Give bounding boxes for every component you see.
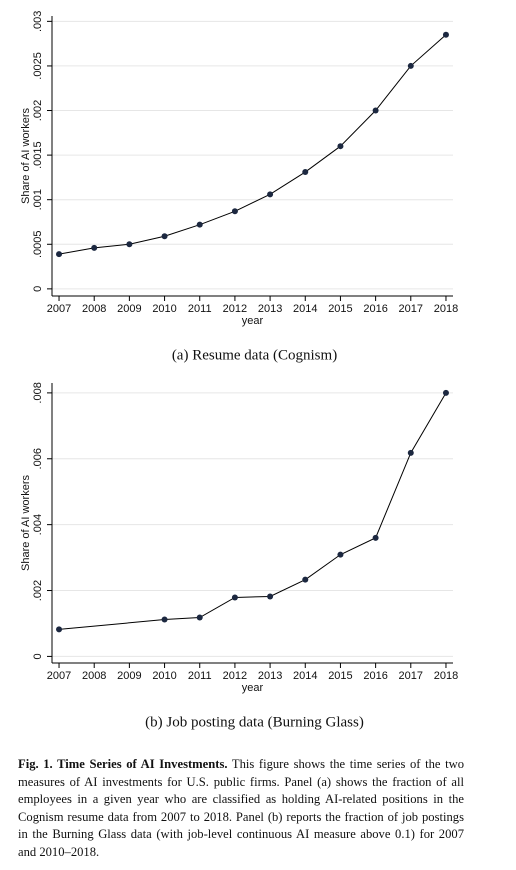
y-tick-label: .004 [32, 514, 44, 535]
marker [161, 616, 168, 623]
x-tick-label: 2007 [47, 670, 71, 682]
marker [196, 614, 203, 621]
y-tick-label: .003 [32, 11, 44, 32]
marker [126, 241, 133, 248]
x-tick-label: 2012 [223, 303, 247, 315]
panel-caption: (b) Job posting data (Burning Glass) [145, 714, 364, 730]
caption-title: Fig. 1. Time Series of AI Investments. [18, 757, 228, 771]
y-tick-label: .001 [32, 189, 44, 210]
marker [56, 251, 63, 258]
x-tick-label: 2013 [258, 670, 282, 682]
y-tick-label: .006 [32, 448, 44, 469]
y-tick-label: .0015 [32, 141, 44, 169]
x-tick-label: 2007 [47, 303, 71, 315]
y-tick-label: 0 [32, 286, 44, 292]
marker [302, 576, 309, 583]
marker [372, 534, 379, 541]
marker [91, 244, 98, 251]
x-tick-label: 2015 [328, 670, 352, 682]
marker [442, 31, 449, 38]
x-tick-label: 2017 [399, 670, 423, 682]
x-tick-label: 2014 [293, 670, 317, 682]
x-tick-label: 2009 [117, 670, 141, 682]
marker [267, 593, 274, 600]
figure: 0 .0005 .001 .0015 .002 .0025 .003 2007 2008 2009… [20, 11, 458, 731]
y-axis-title: Share of AI workers [20, 475, 32, 571]
line [58, 392, 447, 630]
y-tick-label: 0 [32, 653, 44, 659]
panel-caption: (a) Resume data (Cognism) [172, 347, 337, 363]
y-tick-label: .008 [32, 382, 44, 403]
x-tick-label: 2014 [293, 303, 317, 315]
marker [442, 389, 449, 396]
x-tick-label: 2008 [82, 670, 106, 682]
marker [337, 551, 344, 558]
x-tick-label: 2016 [363, 670, 387, 682]
marker [372, 107, 379, 114]
x-tick-label: 2013 [258, 303, 282, 315]
x-tick-label: 2018 [434, 303, 458, 315]
figure-caption: Fig. 1. Time Series of AI Investments. T… [18, 756, 464, 861]
x-tick-label: 2016 [363, 303, 387, 315]
x-axis-title: year [242, 682, 264, 694]
x-tick-label: 2017 [399, 303, 423, 315]
marker [407, 449, 414, 456]
x-tick-label: 2012 [223, 670, 247, 682]
marker [196, 221, 203, 228]
caption-text: This figure shows the time series of the… [18, 757, 464, 859]
marker [337, 143, 344, 150]
marker [407, 62, 414, 69]
x-tick-label: 2010 [152, 670, 176, 682]
y-tick-label: .002 [32, 580, 44, 601]
x-tick-label: 2008 [82, 303, 106, 315]
y-axis-title: Share of AI workers [20, 108, 32, 204]
y-tick-label: .0025 [32, 52, 44, 80]
x-tick-label: 2015 [328, 303, 352, 315]
x-tick-label: 2009 [117, 303, 141, 315]
y-tick-label: .002 [32, 100, 44, 121]
y-tick-label: .0005 [32, 231, 44, 259]
x-tick-label: 2011 [188, 303, 212, 315]
marker [267, 191, 274, 198]
marker [231, 208, 238, 215]
x-tick-label: 2018 [434, 670, 458, 682]
marker [56, 626, 63, 633]
marker [161, 233, 168, 240]
x-tick-label: 2010 [152, 303, 176, 315]
marker [231, 594, 238, 601]
line [58, 34, 447, 255]
marker [302, 169, 309, 176]
x-axis-title: year [242, 315, 264, 327]
x-tick-label: 2011 [188, 670, 212, 682]
